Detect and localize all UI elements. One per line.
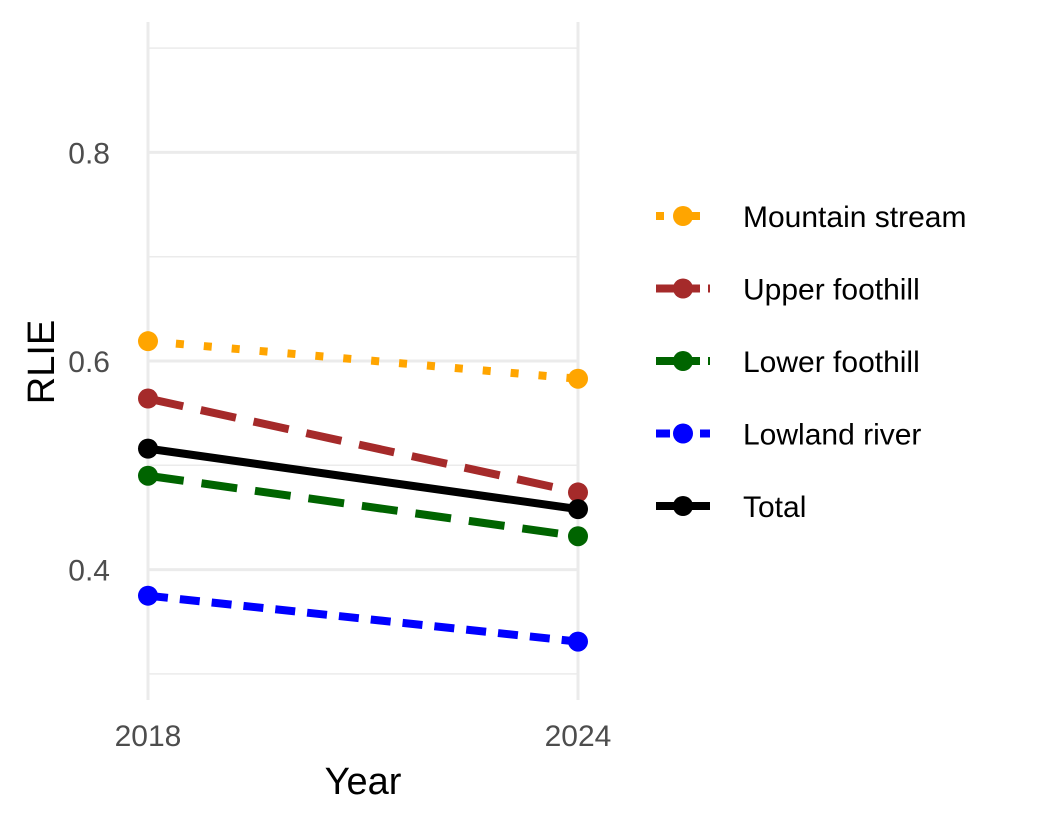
series-line-upper-foothill [147, 394, 579, 497]
legend-label: Lower foothill [743, 346, 920, 379]
legend-label: Total [743, 491, 806, 524]
x-tick-label: 2024 [545, 720, 612, 753]
grid-lines [146, 22, 580, 700]
legend-item: Upper foothill [656, 274, 920, 307]
legend: Mountain stream Upper foothill Lower footh… [656, 201, 966, 524]
legend-item: Mountain stream [656, 201, 966, 234]
series-point-mountain-stream [568, 368, 588, 389]
legend-label: Upper foothill [743, 274, 920, 307]
series-line-lowland-river [147, 591, 579, 646]
series-line-total [147, 444, 579, 514]
series-point-mountain-stream [138, 331, 158, 352]
x-axis-ticks: 2018 2024 [115, 720, 612, 753]
series-point-upper-foothill [568, 482, 588, 503]
legend-key-point [673, 351, 693, 371]
legend-key-point [673, 496, 693, 516]
series-point-total [138, 438, 158, 459]
series-layer [138, 331, 588, 652]
series-point-upper-foothill [138, 388, 158, 409]
series-line-lower-foothill [147, 471, 579, 541]
series-point-lowland-river [568, 631, 588, 652]
legend-item: Total [656, 491, 806, 524]
series-point-lower-foothill [138, 465, 158, 486]
legend-label: Lowland river [743, 419, 921, 452]
series-point-lowland-river [138, 585, 158, 606]
y-axis-title: RLIE [21, 320, 63, 404]
y-tick-label: 0.8 [68, 137, 110, 170]
legend-key-point [673, 423, 693, 444]
y-tick-label: 0.6 [68, 346, 110, 379]
x-tick-label: 2018 [115, 720, 182, 753]
x-axis-title: Year [325, 761, 402, 803]
legend-key-point [673, 278, 693, 299]
legend-item: Lowland river [656, 419, 921, 452]
legend-label: Mountain stream [743, 201, 966, 234]
series-point-lower-foothill [568, 526, 588, 547]
legend-item: Lower foothill [656, 346, 920, 379]
y-axis-ticks: 0.4 0.6 0.8 [68, 137, 110, 587]
y-tick-label: 0.4 [68, 555, 110, 588]
legend-key-point [673, 206, 693, 226]
series-point-total [568, 499, 588, 520]
